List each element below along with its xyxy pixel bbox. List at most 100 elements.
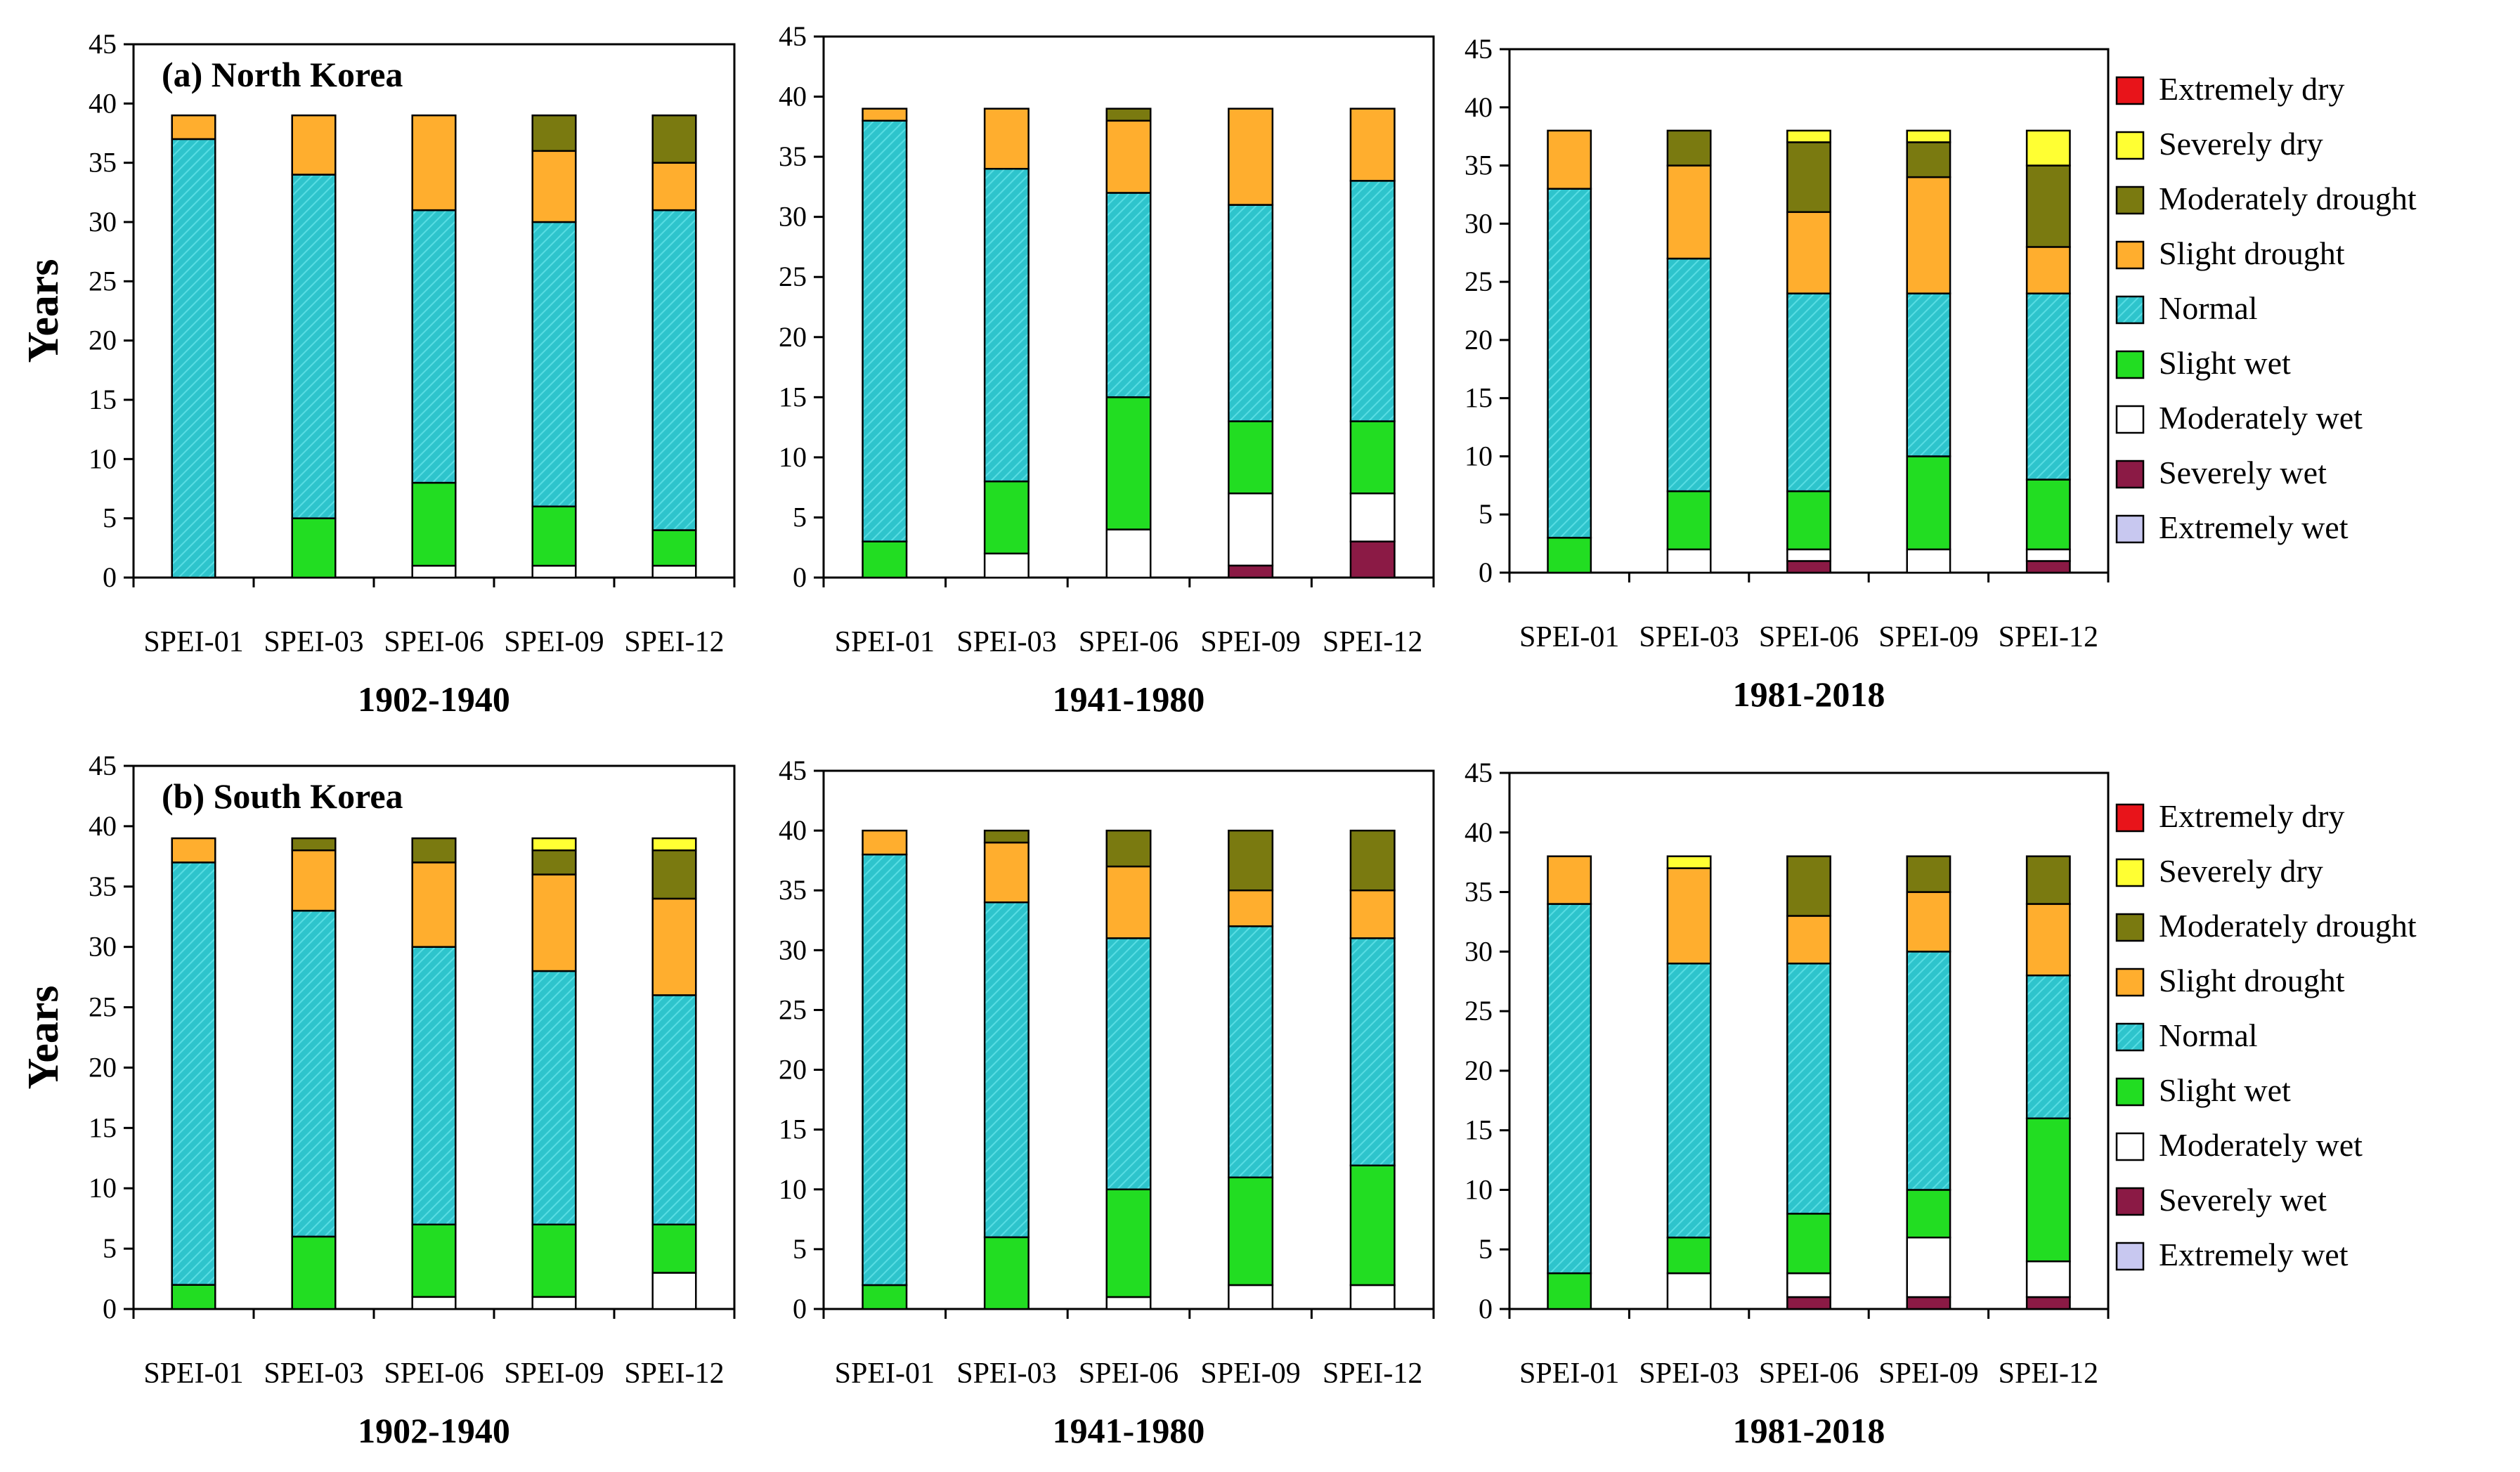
bar-segment-slight-drought	[411, 114, 457, 211]
bar-segment-normal	[1786, 963, 1831, 1215]
y-tick-label: 20	[89, 1051, 117, 1083]
y-tick-label: 10	[779, 1173, 807, 1205]
bar-segment-moderately-drought	[1906, 855, 1951, 893]
bar-segment-severely-dry	[651, 837, 697, 852]
bar-segment-slight-drought	[1105, 119, 1152, 194]
y-tick-label: 20	[1464, 1055, 1493, 1086]
bar-segment-slight-drought	[291, 114, 337, 176]
x-tick-label: SPEI-03	[1639, 1357, 1739, 1390]
legend-label: Extremely wet	[2159, 509, 2349, 545]
y-tick-label: 15	[1464, 382, 1493, 414]
bar-segment-slight-wet	[1228, 1176, 1274, 1287]
bar-segment-moderately-drought	[531, 114, 577, 152]
y-tick-label: 40	[1464, 91, 1493, 123]
bar-segment-slight-drought	[1786, 211, 1831, 294]
y-axis-title: Years	[20, 985, 67, 1089]
y-tick-label: 15	[1464, 1114, 1493, 1146]
legend-swatch	[2115, 803, 2145, 833]
bar-segment-slight-drought	[1666, 164, 1712, 260]
panel-label: (b) South Korea	[162, 776, 403, 816]
chart-panel-6: 0 5 10 15 20 25 30 35 40 45 SPEI-01 SPEI-03 SPEI-06 S…	[1464, 757, 2110, 1450]
x-tick-label: SPEI-12	[1999, 1357, 2098, 1390]
bar-segment-slight-wet	[411, 481, 457, 567]
y-tick-label: 35	[1464, 876, 1493, 908]
bar-segment-slight-wet	[1105, 1188, 1152, 1298]
x-tick-label: SPEI-09	[1878, 621, 1978, 653]
y-tick-label: 40	[89, 87, 117, 119]
y-tick-label: 40	[89, 810, 117, 842]
y-tick-label: 30	[89, 206, 117, 237]
y-tick-label: 5	[1479, 1233, 1493, 1265]
bar-segment-normal	[1666, 257, 1712, 493]
bar-segment-moderately-wet	[1105, 528, 1152, 579]
y-tick-label: 30	[1464, 935, 1493, 967]
legend-label: Extremely dry	[2159, 798, 2344, 834]
x-tick-label: SPEI-09	[504, 1357, 604, 1390]
bar-segment-slight-wet	[291, 1235, 337, 1310]
bar-segment-moderately-drought	[1105, 108, 1152, 122]
bar-segment-moderately-wet	[1349, 1284, 1396, 1310]
bar-segment-moderately-wet	[411, 564, 457, 579]
bar-segment-slight-wet	[862, 540, 908, 579]
bar-segment-slight-wet	[1228, 420, 1274, 495]
legend-swatch	[2115, 1187, 2145, 1216]
legend-swatch	[2115, 913, 2145, 942]
bar-segment-slight-wet	[531, 1223, 577, 1298]
bar-segment-moderately-wet	[651, 1272, 697, 1310]
bar-segment-slight-drought	[1547, 129, 1592, 190]
bar-segment-slight-wet	[651, 529, 697, 567]
x-axis-title: 1981-2018	[1733, 1411, 1885, 1450]
bar-segment-normal	[2025, 974, 2071, 1119]
legend-swatch	[2115, 1022, 2145, 1052]
bar-segment-slight-drought	[983, 841, 1030, 904]
y-tick-label: 30	[779, 201, 807, 233]
x-tick-label: SPEI-01	[1519, 621, 1619, 653]
bar-segment-normal	[651, 994, 697, 1226]
legend-label: Normal	[2159, 1017, 2258, 1053]
legend-swatch	[2115, 185, 2145, 215]
y-tick-label: 35	[779, 141, 807, 172]
y-axis-title: Years	[20, 259, 67, 363]
y-tick-label: 5	[1479, 498, 1493, 530]
x-tick-label: SPEI-09	[504, 626, 604, 658]
y-tick-label: 45	[779, 755, 807, 786]
y-tick-label: 35	[1464, 150, 1493, 181]
y-tick-label: 35	[779, 874, 807, 906]
bar-segment-slight-drought	[651, 897, 697, 996]
bar-segment-moderately-wet	[1666, 548, 1712, 574]
y-tick-label: 0	[1479, 556, 1493, 588]
bar-segment-severely-wet	[1786, 1296, 1831, 1310]
bar-segment-normal	[1228, 925, 1274, 1179]
y-tick-label: 35	[89, 147, 117, 178]
bar-segment-moderately-wet	[1906, 548, 1951, 574]
bar-segment-severely-wet	[1906, 1296, 1951, 1310]
legend-swatch	[2115, 131, 2145, 160]
chart-panel-2: 0 5 10 15 20 25 30 35 40 45 SPEI-01 SPEI-03 SPEI-06 S…	[779, 20, 1435, 719]
x-tick-label: SPEI-03	[956, 626, 1056, 658]
bar-segment-normal	[1228, 204, 1274, 422]
y-tick-label: 45	[89, 28, 117, 60]
x-axis-title: 1902-1940	[358, 1411, 510, 1450]
y-tick-label: 40	[1464, 816, 1493, 848]
x-tick-label: SPEI-09	[1878, 1357, 1978, 1390]
bar-segment-moderately-drought	[531, 849, 577, 875]
bar-segment-moderately-wet	[411, 1296, 457, 1310]
bar-segment-slight-drought	[2025, 903, 2071, 977]
bar-segment-slight-wet	[291, 517, 337, 579]
bar-segment-slight-drought	[1349, 108, 1396, 182]
bar-segment-moderately-wet	[1228, 1284, 1274, 1310]
bar-segment-severely-dry	[531, 837, 577, 852]
x-tick-label: SPEI-06	[1759, 1357, 1859, 1390]
x-tick-label: SPEI-01	[835, 1357, 935, 1390]
bar-segment-slight-drought	[1349, 889, 1396, 939]
x-tick-label: SPEI-06	[384, 1357, 483, 1390]
bar-segment-moderately-wet	[651, 564, 697, 579]
y-tick-label: 25	[779, 261, 807, 292]
bar-segment-moderately-drought	[651, 849, 697, 900]
legend-swatch	[2115, 1242, 2145, 1271]
legend-swatch	[2115, 1077, 2145, 1107]
x-axis-title: 1941-1980	[1053, 679, 1205, 719]
bar-segment-severely-dry	[2025, 129, 2071, 167]
bar-segment-slight-drought	[171, 837, 216, 864]
bar-segment-slight-drought	[1906, 176, 1951, 294]
